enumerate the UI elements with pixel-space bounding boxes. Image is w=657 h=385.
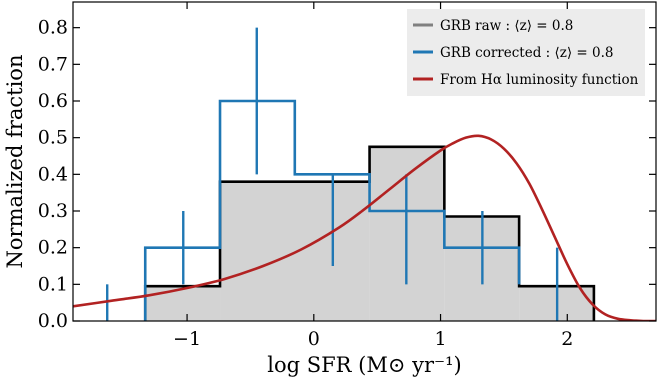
legend-label: From Hα luminosity function <box>440 72 639 88</box>
y-tick-label: 0.1 <box>38 273 68 295</box>
x-tick-label: 1 <box>434 328 446 350</box>
y-tick-label: 0.0 <box>38 310 68 332</box>
y-tick-label: 0.4 <box>38 163 68 185</box>
y-axis-label: Normalized fraction <box>3 55 27 269</box>
legend: GRB raw : ⟨z⟩ = 0.8 GRB corrected : ⟨z⟩ =… <box>407 9 645 96</box>
raw-histogram-outline <box>143 145 596 321</box>
x-tick-label: −1 <box>173 328 201 350</box>
x-tick-label: 0 <box>308 328 320 350</box>
y-tick-label: 0.6 <box>38 90 68 112</box>
raw-histogram-bar <box>145 286 221 321</box>
y-tick-label: 0.3 <box>38 200 68 222</box>
legend-label: GRB raw : ⟨z⟩ = 0.8 <box>440 18 573 34</box>
y-tick-label: 0.5 <box>38 127 68 149</box>
x-axis-label: log SFR (M⊙ yr⁻¹) <box>267 353 462 377</box>
corrected-histogram-outline <box>143 99 521 321</box>
y-tick-label: 0.7 <box>38 53 68 75</box>
y-tick-label: 0.2 <box>38 237 68 259</box>
axes-frame <box>72 1 657 322</box>
legend-box <box>407 9 645 96</box>
axes: −1 0 1 2 0.0 0.1 0.2 0.3 0.4 0.5 0.6 0.7 0.8 log SFR … <box>3 1 657 377</box>
legend-label: GRB corrected : ⟨z⟩ = 0.8 <box>440 45 614 61</box>
x-tick-label: 2 <box>561 328 573 350</box>
halpha-luminosity-curve <box>73 134 656 321</box>
plot-area <box>73 27 656 321</box>
y-tick-label: 0.8 <box>38 17 68 39</box>
